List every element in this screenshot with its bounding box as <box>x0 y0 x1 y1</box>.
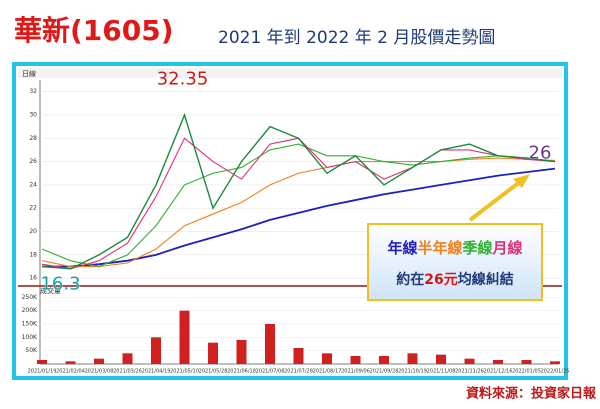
note-text: 26元 <box>424 272 457 288</box>
x-tick-label: 2021/11/26 <box>455 369 484 375</box>
volume-bar <box>265 324 275 364</box>
x-tick-label: 2021/06/18 <box>227 369 256 375</box>
x-tick-label: 2021/05/10 <box>170 369 199 375</box>
volume-bar <box>407 353 418 364</box>
info-bar <box>18 68 562 78</box>
volume-bar <box>122 353 133 364</box>
volume-bar <box>151 337 161 364</box>
panel-label: 日線 <box>22 69 36 78</box>
volume-bar <box>293 348 304 364</box>
x-tick-label: 2022/01/25 <box>541 369 570 375</box>
y2-tick-label: 250K <box>22 294 38 301</box>
x-tick-label: 2021/04/19 <box>142 369 171 375</box>
x-tick-label: 2022/01/05 <box>512 369 541 375</box>
note-text: 均線糾結 <box>458 271 514 288</box>
volume-label: 成交量 <box>40 286 61 295</box>
legend-entry: 月線 <box>492 239 523 257</box>
volume-bar <box>322 353 332 364</box>
frame <box>12 62 568 380</box>
legend-entry: 季線 <box>463 239 493 257</box>
volume-bar <box>65 361 76 364</box>
y-tick-label: 18 <box>29 251 37 258</box>
legend-entry: 年線 <box>387 239 417 257</box>
note-line2: 約在26元均線糾結 <box>396 271 513 288</box>
annotation: 16.3 <box>40 274 80 295</box>
arrow-head <box>513 174 530 188</box>
y-tick-label: 30 <box>29 111 37 118</box>
volume-bar <box>436 354 446 364</box>
y-tick-label: 22 <box>29 205 37 212</box>
y-tick-label: 20 <box>29 228 37 235</box>
note-box <box>367 223 543 301</box>
x-tick-label: 2021/03/26 <box>113 369 142 375</box>
volume-bar <box>493 360 503 364</box>
ma-line <box>42 167 556 268</box>
y2-tick-label: 150K <box>22 321 38 328</box>
note-line1: 年線半年線季線月線 <box>387 239 522 257</box>
y-tick-label: 28 <box>29 135 37 142</box>
y2-tick-label: 50K <box>25 347 38 354</box>
y-tick-label: 24 <box>29 181 37 188</box>
y-tick-label: 16 <box>29 275 37 282</box>
volume-bar <box>464 358 475 364</box>
volume-bar <box>550 361 560 364</box>
x-tick-label: 2021/03/08 <box>85 369 114 375</box>
y2-tick-label: 100K <box>22 334 38 341</box>
x-tick-label: 2021/09/28 <box>370 369 399 375</box>
x-tick-label: 2021/01/19 <box>28 369 57 375</box>
price-line <box>41 112 556 270</box>
x-tick-label: 2021/10/19 <box>398 369 427 375</box>
x-tick-label: 2021/08/17 <box>313 369 342 375</box>
y-tick-label: 32 <box>29 88 37 95</box>
volume-bar <box>94 358 104 364</box>
volume-bar <box>379 356 389 364</box>
volume-bar <box>521 360 532 364</box>
note-text: 約在 <box>396 271 424 288</box>
volume-bar <box>179 310 190 364</box>
ma-line <box>41 157 556 268</box>
subtitle: 2021 年到 2022 年 2 月股價走勢圖 <box>218 28 495 48</box>
annotation: 26 <box>529 143 552 164</box>
annotation: 32.35 <box>157 69 209 90</box>
x-tick-label: 2021/11/08 <box>427 369 456 375</box>
volume-bar <box>350 356 361 364</box>
title: 華新(1605) <box>14 14 174 47</box>
volume-bar <box>236 340 247 364</box>
x-tick-label: 2021/12/16 <box>484 369 513 375</box>
volume-bar <box>208 342 218 364</box>
x-tick-label: 2021/05/28 <box>199 369 228 375</box>
volume-bar <box>37 360 47 364</box>
legend-entry: 半年線 <box>417 239 462 257</box>
y2-tick-label: 200K <box>22 307 38 314</box>
x-tick-label: 2021/07/08 <box>256 369 285 375</box>
x-tick-label: 2021/09/06 <box>341 369 370 375</box>
x-tick-label: 2021/07/28 <box>284 369 313 375</box>
source: 資料來源：投資家日報 <box>466 386 597 402</box>
ma-line <box>41 143 556 268</box>
x-tick-label: 2021/02/04 <box>56 369 85 375</box>
y-tick-label: 26 <box>29 158 37 165</box>
arrow <box>468 176 527 222</box>
